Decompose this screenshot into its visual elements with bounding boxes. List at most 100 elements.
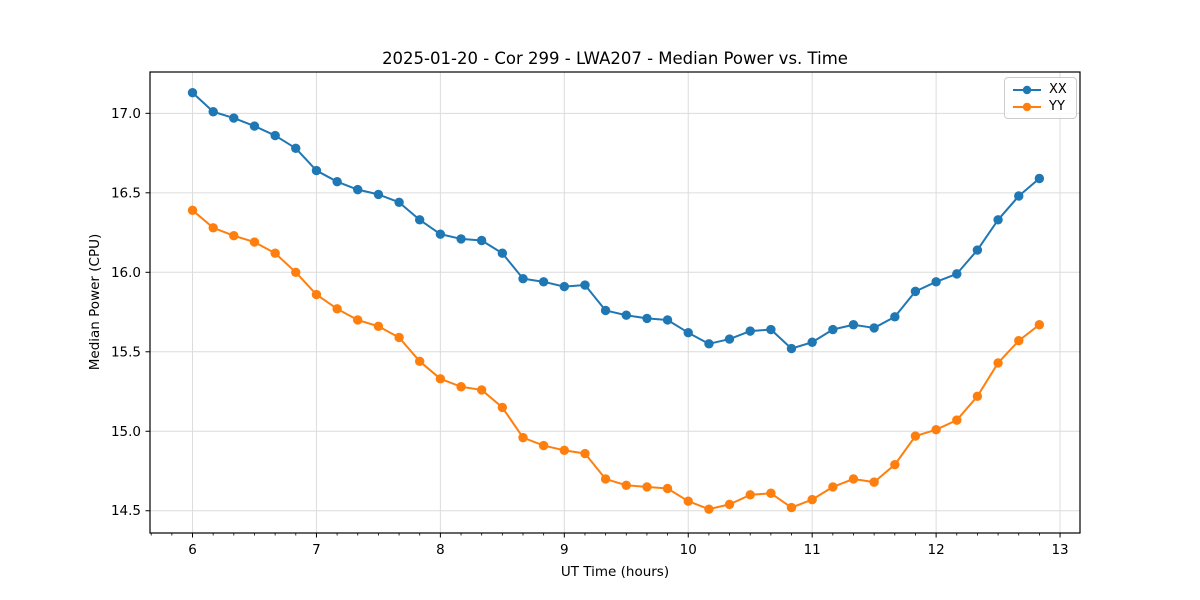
legend-label-yy: YY: [1049, 99, 1065, 114]
series-line-xx: [191, 91, 1040, 350]
y-axis-label: Median Power (CPU): [87, 233, 103, 371]
data-point-xx: [414, 215, 425, 225]
data-point-yy: [621, 480, 631, 491]
data-point-xx: [187, 87, 198, 98]
data-point-yy: [993, 358, 1003, 368]
data-point-yy: [683, 496, 693, 506]
data-point-yy: [869, 477, 879, 487]
data-point-xx: [724, 334, 735, 344]
chart-title: 2025-01-20 - Cor 299 - LWA207 - Median P…: [382, 49, 848, 68]
data-point-yy: [373, 321, 384, 332]
data-point-xx: [704, 339, 714, 349]
data-point-xx: [642, 313, 652, 324]
x-tick-label: 10: [680, 542, 697, 558]
data-point-yy: [394, 332, 404, 343]
data-point-yy: [890, 459, 900, 470]
data-point-xx: [373, 189, 384, 200]
data-point-xx: [952, 269, 962, 279]
data-point-xx: [828, 324, 838, 335]
data-point-xx: [311, 165, 322, 176]
data-point-xx: [869, 323, 879, 333]
x-axis-label: UT Time (hours): [560, 564, 670, 580]
data-point-xx: [270, 130, 280, 141]
legend-marker-yy: [1013, 102, 1041, 111]
data-point-yy: [580, 448, 590, 459]
data-point-xx: [972, 245, 983, 255]
data-point-xx: [848, 320, 859, 330]
x-tick-label: 13: [1051, 542, 1068, 558]
y-tick-label: 16.5: [111, 185, 141, 201]
data-point-yy: [828, 482, 838, 492]
data-point-xx: [890, 312, 900, 322]
series-line-yy: [191, 209, 1040, 511]
data-point-xx: [559, 281, 570, 292]
y-tick-label: 16.0: [111, 265, 141, 281]
data-point-yy: [766, 488, 776, 498]
data-point-yy: [456, 382, 466, 392]
data-point-xx: [332, 176, 342, 187]
legend: XX YY: [1004, 77, 1077, 119]
data-point-yy: [807, 494, 817, 505]
data-point-xx: [497, 248, 508, 258]
data-point-xx: [1014, 191, 1024, 201]
plot-border: [149, 71, 1081, 534]
data-point-xx: [353, 184, 363, 195]
data-point-xx: [683, 328, 693, 338]
data-point-yy: [270, 248, 280, 258]
data-point-yy: [972, 391, 983, 401]
data-point-yy: [1034, 320, 1045, 330]
data-point-yy: [291, 267, 301, 277]
data-point-xx: [291, 143, 301, 154]
data-point-yy: [786, 502, 797, 513]
data-point-xx: [249, 121, 260, 131]
data-point-yy: [952, 415, 962, 425]
data-point-yy: [538, 440, 549, 451]
data-point-xx: [229, 113, 239, 123]
data-point-xx: [476, 235, 487, 246]
data-point-xx: [745, 326, 755, 336]
data-point-yy: [848, 474, 859, 484]
y-tick-label: 17.0: [111, 106, 141, 122]
data-point-yy: [600, 474, 611, 484]
data-point-xx: [931, 277, 941, 287]
data-point-yy: [332, 304, 342, 314]
data-point-xx: [621, 310, 631, 320]
x-tick-label: 11: [804, 542, 821, 558]
legend-label-xx: XX: [1049, 82, 1067, 97]
data-point-yy: [229, 231, 239, 241]
data-point-xx: [600, 305, 611, 316]
y-tick-label: 15.5: [111, 344, 141, 360]
data-point-xx: [518, 273, 528, 284]
legend-marker-xx: [1013, 85, 1041, 94]
x-tick-label: 9: [560, 542, 569, 558]
legend-item-yy: YY: [1012, 100, 1067, 113]
x-tick-label: 6: [188, 542, 197, 558]
data-point-xx: [766, 324, 776, 335]
data-point-xx: [993, 215, 1003, 225]
data-point-yy: [187, 205, 198, 215]
data-point-yy: [353, 315, 363, 325]
x-tick-label: 8: [436, 542, 445, 558]
y-tick-label: 15.0: [111, 424, 141, 440]
data-point-yy: [208, 223, 218, 233]
legend-item-xx: XX: [1012, 83, 1067, 96]
data-point-yy: [931, 424, 941, 435]
data-point-xx: [456, 234, 466, 244]
data-point-yy: [724, 499, 735, 510]
data-point-xx: [394, 197, 404, 208]
data-point-yy: [414, 356, 425, 367]
data-point-yy: [435, 374, 446, 384]
x-tick-label: 7: [312, 542, 321, 558]
data-point-yy: [642, 482, 652, 492]
data-point-yy: [518, 432, 528, 443]
data-point-xx: [910, 286, 921, 297]
data-point-yy: [476, 385, 487, 395]
y-tick-label: 14.5: [111, 503, 141, 519]
data-point-yy: [745, 490, 755, 500]
data-point-yy: [497, 402, 508, 413]
data-point-xx: [208, 107, 218, 117]
data-point-yy: [910, 431, 921, 441]
data-point-xx: [580, 280, 590, 290]
